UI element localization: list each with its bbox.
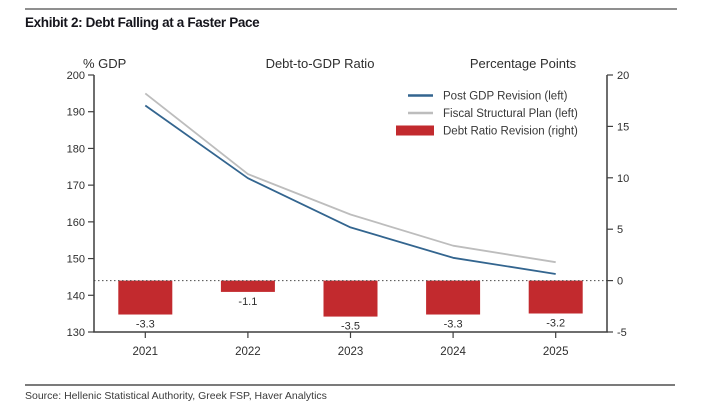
- bar: [220, 280, 275, 292]
- x-tick-label: 2025: [543, 346, 569, 358]
- legend-label: Post GDP Revision (left): [443, 91, 568, 103]
- bar-value-label: -3.2: [546, 317, 565, 329]
- top-rule: [25, 8, 677, 10]
- bottom-rule: [25, 384, 675, 386]
- right-tick-label: -5: [617, 327, 627, 339]
- right-axis-title: Percentage Points: [470, 56, 577, 71]
- x-tick-label: 2022: [235, 346, 261, 358]
- bar-series: -3.3 -1.1 -3.5 -3.3 -3.2: [118, 280, 583, 333]
- right-tick-label: 5: [617, 224, 623, 236]
- left-axis-title: % GDP: [83, 56, 126, 71]
- left-tick-label: 200: [67, 70, 85, 82]
- left-tick-label: 180: [67, 143, 85, 155]
- right-tick-label: 0: [617, 276, 623, 288]
- right-tick-label: 10: [617, 173, 629, 185]
- chart-title: Debt-to-GDP Ratio: [266, 56, 375, 71]
- left-tick-label: 170: [67, 180, 85, 192]
- x-tick-label: 2021: [133, 346, 159, 358]
- line-series: [144, 104, 556, 275]
- legend-label: Debt Ratio Revision (right): [443, 126, 578, 138]
- bar-value-label: -3.3: [136, 319, 155, 331]
- x-tick-label: 2023: [338, 346, 364, 358]
- legend: Post GDP Revision (left) Fiscal Structura…: [396, 91, 578, 138]
- bar: [118, 280, 173, 315]
- left-tick-label: 130: [67, 327, 85, 339]
- bar-value-label: -3.3: [444, 319, 463, 331]
- bar: [426, 280, 481, 315]
- left-tick-label: 190: [67, 107, 85, 119]
- bar: [528, 280, 583, 314]
- right-tick-label: 15: [617, 121, 629, 133]
- tick-labels: 200 190 180 170 160 150 140 130 20 15 10 5 0 -5 2021 20…: [67, 70, 630, 358]
- exhibit-title: Exhibit 2: Debt Falling at a Faster Pace: [25, 15, 260, 30]
- source-note: Source: Hellenic Statistical Authority, …: [25, 390, 327, 402]
- bar-value-label: -1.1: [238, 296, 257, 308]
- left-tick-label: 150: [67, 254, 85, 266]
- left-tick-label: 140: [67, 290, 85, 302]
- left-tick-label: 160: [67, 217, 85, 229]
- legend-bar-swatch: [396, 125, 434, 136]
- right-tick-label: 20: [617, 70, 629, 82]
- chart-headers: % GDP Debt-to-GDP Ratio Percentage Points: [83, 56, 577, 71]
- bar-value-label: -3.5: [341, 321, 360, 333]
- bar: [323, 280, 378, 317]
- x-tick-label: 2024: [440, 346, 466, 358]
- line-series: [144, 92, 556, 264]
- legend-label: Fiscal Structural Plan (left): [443, 108, 578, 120]
